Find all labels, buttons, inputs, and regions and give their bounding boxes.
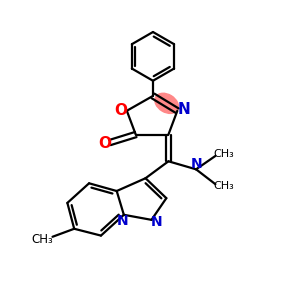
Text: O: O [98, 136, 111, 151]
Text: N: N [190, 157, 202, 171]
Text: CH₃: CH₃ [213, 149, 234, 160]
Text: N: N [116, 214, 128, 228]
Text: N: N [178, 102, 190, 117]
Text: N: N [151, 215, 163, 229]
Text: O: O [114, 103, 127, 118]
Text: CH₃: CH₃ [213, 181, 234, 191]
Text: CH₃: CH₃ [32, 233, 53, 246]
Ellipse shape [155, 93, 178, 113]
